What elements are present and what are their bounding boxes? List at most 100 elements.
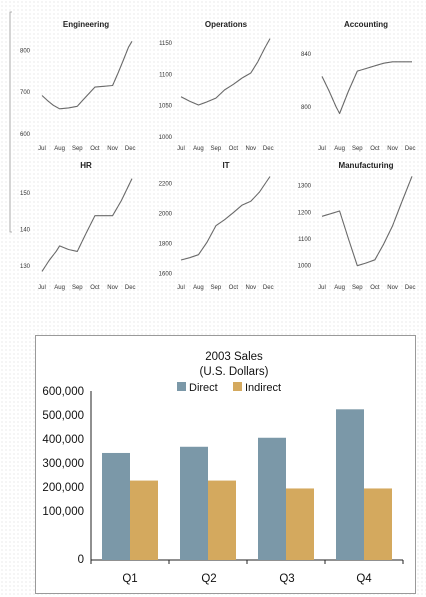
y-tick-label: 200,000 <box>42 482 84 494</box>
mini-series-line <box>322 176 412 265</box>
mini-series-line <box>42 41 132 109</box>
bar-indirect-q3 <box>286 488 314 560</box>
y-tick-label: 300,000 <box>42 458 84 470</box>
mini-x-tick-label: Nov <box>387 285 398 291</box>
mini-chart-accounting: Accounting 840 800 Jul Aug Sep Oct Nov Dec <box>301 20 416 152</box>
mini-y-tick-label: 130 <box>20 264 31 270</box>
mini-x-tick-label: Sep <box>72 285 83 291</box>
mini-chart-title: Manufacturing <box>338 161 393 170</box>
mini-series-line <box>181 177 270 261</box>
mini-y-tick-label: 1000 <box>298 264 312 270</box>
mini-x-tick-label: Aug <box>193 146 204 152</box>
mini-x-tick-label: Aug <box>54 146 65 152</box>
mini-x-tick-label: Sep <box>72 146 83 152</box>
mini-x-tick-label: Nov <box>245 285 256 291</box>
mini-chart-title: HR <box>80 161 92 170</box>
mini-chart-engineering: Engineering 800 700 600 Jul Aug Sep Oct Nov Dec <box>20 20 136 152</box>
mini-x-tick-label: Jul <box>318 146 326 152</box>
mini-y-tick-label: 1800 <box>159 241 173 247</box>
mini-y-tick-label: 1150 <box>159 41 173 47</box>
small-multiples-panel: Engineering 800 700 600 Jul Aug Sep Oct Nov Dec Op… <box>0 0 426 305</box>
mini-chart-title: Operations <box>205 20 248 29</box>
mini-series-line <box>181 39 270 105</box>
mini-x-tick-label: Jul <box>38 146 46 152</box>
x-tick-label: Q4 <box>356 573 372 585</box>
mini-chart-title: Accounting <box>344 20 388 29</box>
y-tick-label: 500,000 <box>42 410 84 422</box>
mini-series-line <box>322 62 412 114</box>
bar-indirect-q4 <box>364 488 392 560</box>
mini-y-tick-label: 840 <box>301 52 312 58</box>
bar-indirect-q2 <box>208 481 236 560</box>
mini-x-tick-label: Dec <box>263 146 274 152</box>
x-tick-label: Q1 <box>122 573 137 585</box>
mini-x-tick-label: Dec <box>405 146 416 152</box>
mini-chart-manufacturing: Manufacturing 1300 1200 1100 1000 Jul Aug Sep Oc… <box>298 161 416 291</box>
mini-x-tick-label: Sep <box>211 146 222 152</box>
mini-x-tick-label: Sep <box>211 285 222 291</box>
mini-series-line <box>42 179 132 272</box>
legend-label-direct: Direct <box>189 382 218 394</box>
group-bracket <box>10 12 12 232</box>
bar-direct-q3 <box>258 438 286 560</box>
mini-y-tick-label: 600 <box>20 132 31 138</box>
bar-indirect-q1 <box>130 481 158 560</box>
y-tick-label: 100,000 <box>42 506 84 518</box>
mini-x-tick-label: Sep <box>352 285 363 291</box>
mini-y-tick-label: 1050 <box>159 104 173 110</box>
mini-x-tick-label: Oct <box>90 285 100 291</box>
mini-x-tick-label: Oct <box>229 285 239 291</box>
y-tick-label: 0 <box>78 554 84 566</box>
mini-x-tick-label: Dec <box>125 146 136 152</box>
mini-x-tick-label: Oct <box>90 146 100 152</box>
legend-swatch-direct <box>177 382 186 391</box>
mini-x-tick-label: Jul <box>38 285 46 291</box>
mini-x-tick-label: Aug <box>334 285 345 291</box>
mini-y-tick-label: 2000 <box>159 211 173 217</box>
mini-x-tick-label: Oct <box>229 146 239 152</box>
mini-x-tick-label: Aug <box>193 285 204 291</box>
bar-direct-q1 <box>102 453 130 560</box>
mini-y-tick-label: 1100 <box>159 72 173 78</box>
mini-x-tick-label: Oct <box>370 285 380 291</box>
y-tick-label: 600,000 <box>42 386 84 398</box>
mini-x-tick-label: Jul <box>177 285 185 291</box>
mini-x-tick-label: Dec <box>405 285 416 291</box>
x-tick-label: Q2 <box>201 573 216 585</box>
mini-x-tick-label: Nov <box>245 146 256 152</box>
mini-y-tick-label: 800 <box>301 105 312 111</box>
mini-x-tick-label: Aug <box>334 146 345 152</box>
chart-title: 2003 Sales <box>205 351 263 363</box>
mini-x-tick-label: Jul <box>318 285 326 291</box>
mini-y-tick-label: 1600 <box>159 271 173 277</box>
mini-chart-hr: HR 150 140 130 Jul Aug Sep Oct Nov Dec <box>20 161 136 291</box>
mini-y-tick-label: 700 <box>20 90 31 96</box>
mini-x-tick-label: Sep <box>352 146 363 152</box>
legend-swatch-indirect <box>233 382 242 391</box>
mini-y-tick-label: 1200 <box>298 210 312 216</box>
mini-x-tick-label: Dec <box>263 285 274 291</box>
mini-chart-it: IT 2200 2000 1800 1600 Jul Aug Sep Oct Nov Dec <box>159 161 274 291</box>
x-tick-label: Q3 <box>279 573 294 585</box>
mini-x-tick-label: Nov <box>107 146 118 152</box>
bar-direct-q4 <box>336 409 364 560</box>
legend-label-indirect: Indirect <box>245 382 281 394</box>
mini-y-tick-label: 1100 <box>298 237 312 243</box>
mini-y-tick-label: 150 <box>20 191 31 197</box>
chart-subtitle: (U.S. Dollars) <box>199 366 268 378</box>
mini-x-tick-label: Jul <box>177 146 185 152</box>
mini-x-tick-label: Oct <box>370 146 380 152</box>
mini-x-tick-label: Nov <box>387 146 398 152</box>
mini-chart-title: Engineering <box>63 20 109 29</box>
bar-direct-q2 <box>180 447 208 560</box>
mini-x-tick-label: Dec <box>125 285 136 291</box>
mini-x-tick-label: Aug <box>54 285 65 291</box>
mini-chart-title: IT <box>222 161 229 170</box>
mini-y-tick-label: 140 <box>20 228 31 234</box>
mini-y-tick-label: 800 <box>20 48 31 54</box>
mini-chart-operations: Operations 1150 1100 1050 1000 Jul Aug Sep Oct No… <box>159 20 274 152</box>
sales-chart-svg: 2003 Sales (U.S. Dollars) Direct Indirec… <box>36 336 415 593</box>
mini-x-tick-label: Nov <box>107 285 118 291</box>
mini-y-tick-label: 1000 <box>159 135 173 141</box>
